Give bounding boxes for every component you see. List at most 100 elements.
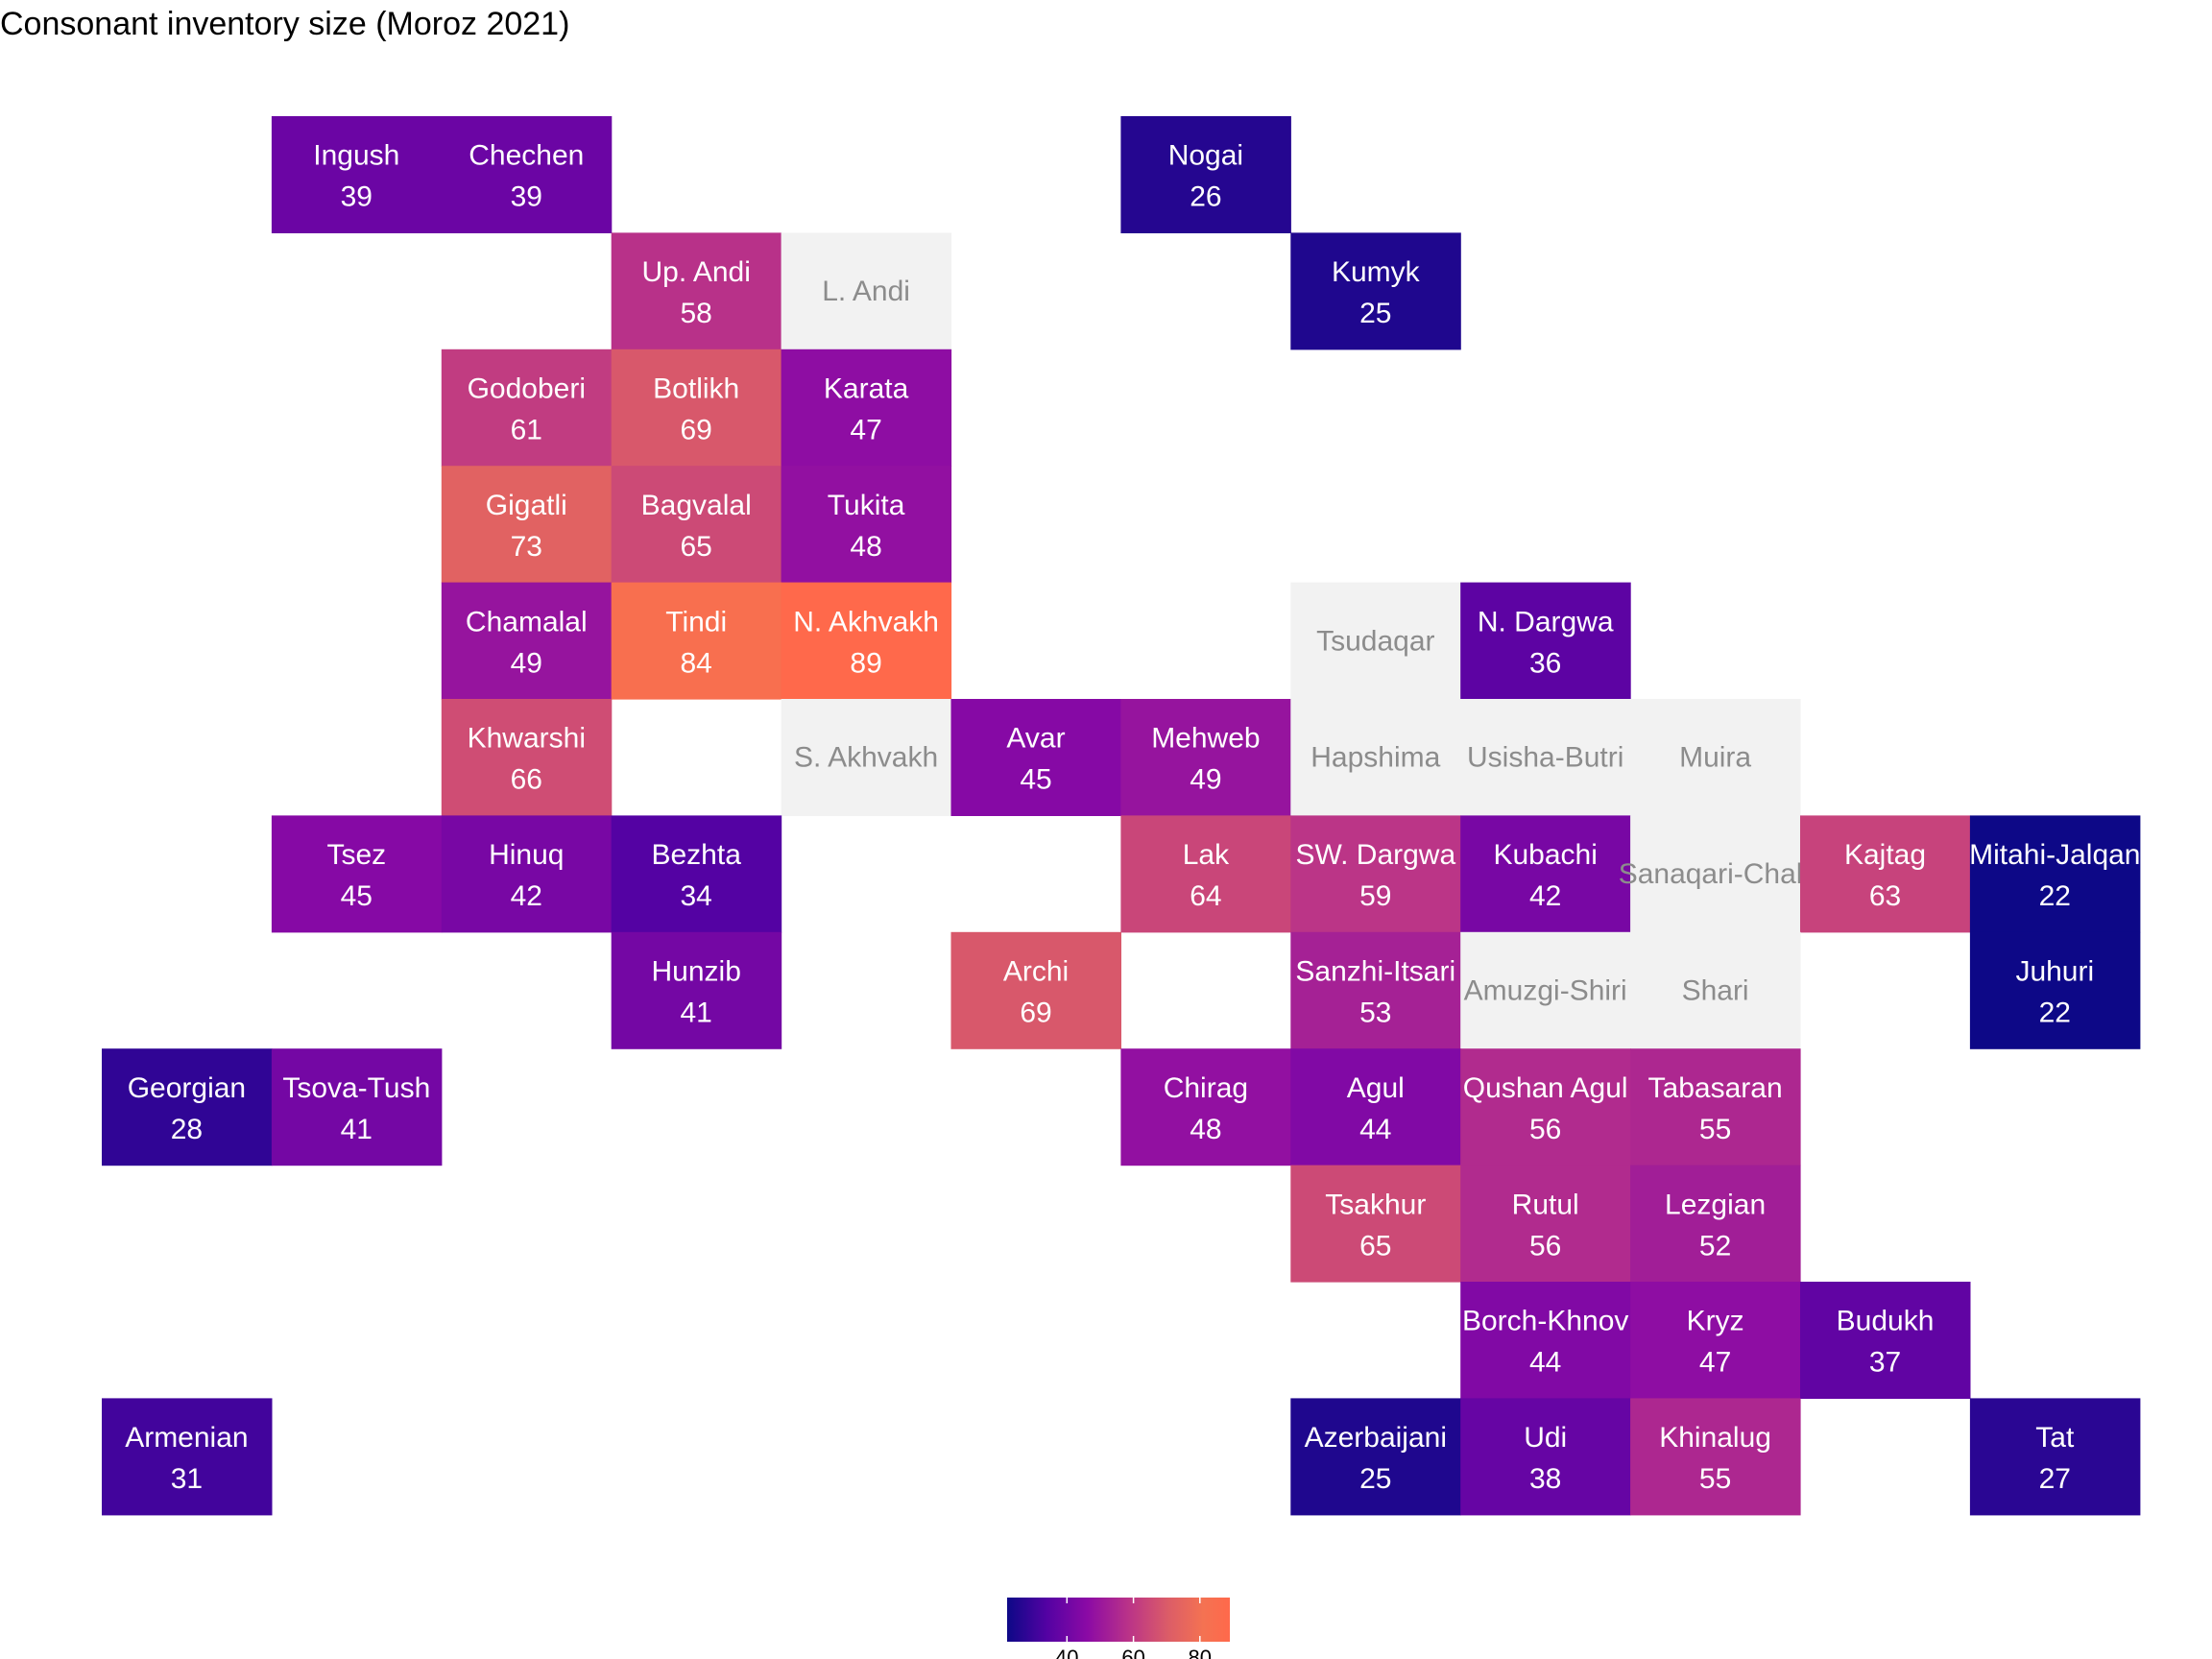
tile-value: 56 [1529,1230,1561,1262]
tile-name: Karata [824,373,909,405]
tile-value: 41 [341,1114,373,1145]
tile-chamalal: Chamalal 49 [441,582,613,700]
tile-kajtag: Kajtag 63 [1800,815,1971,933]
tile-tukita: Tukita 48 [781,466,952,584]
tile-value: 48 [1190,1114,1221,1145]
tile-s-akhvakh: S. Akhvakh [781,699,952,816]
tile-rect [1460,931,1631,1049]
tile-tsakhur: Tsakhur 65 [1290,1165,1461,1283]
tile-value: 44 [1529,1347,1561,1379]
tile-name: Kajtag [1844,839,1926,871]
tile-name: Udi [1524,1422,1567,1454]
tile-value: 69 [681,415,712,446]
tile-rect [950,699,1121,816]
tile-rect [1460,582,1631,700]
tile-value: 31 [171,1463,203,1495]
tile-value: 27 [2039,1463,2071,1495]
tile-rect [1290,232,1461,350]
tile-value: 39 [511,181,542,213]
tile-name: Godoberi [468,373,586,405]
tile-name: Borch-Khnov [1462,1306,1628,1337]
tile-rect [1460,1398,1631,1516]
tile-n-dargwa: N. Dargwa 36 [1460,582,1631,700]
tile-value: 38 [1529,1463,1561,1495]
tile-value: 25 [1359,298,1391,329]
tile-value: 25 [1359,1463,1391,1495]
tile-rect [1120,699,1291,816]
tile-name: L. Andi [822,276,910,307]
tile-name: Usisha-Butri [1467,742,1623,774]
tile-rect [950,931,1121,1049]
tile-bagvalal: Bagvalal 65 [611,466,782,584]
tile-value: 49 [1190,764,1221,796]
tile-usisha-butri: Usisha-Butri [1460,699,1631,816]
tile-name: N. Akhvakh [793,606,939,637]
tile-rect [1630,1398,1801,1516]
tile-rect [441,349,613,467]
legend-tick-label: 80 [1189,1646,1212,1659]
tile-rect [1290,815,1461,933]
tile-rutul: Rutul 56 [1460,1165,1631,1283]
tile-value: 44 [1359,1114,1391,1145]
tile-value: 28 [171,1114,203,1145]
tile-name: Tindi [665,606,727,637]
tile-value: 39 [341,181,373,213]
tile-khwarshi: Khwarshi 66 [441,699,613,816]
tile-value: 42 [1529,880,1561,912]
tile-avar: Avar 45 [950,699,1121,816]
tile-name: Juhuri [2015,956,2094,988]
tile-rect [1290,931,1461,1049]
tile-rect [441,582,613,700]
tile-name: Bagvalal [641,490,752,521]
tile-tat: Tat 27 [1969,1398,2141,1516]
tile-name: Hinuq [489,839,564,871]
tile-juhuri: Juhuri 22 [1969,931,2141,1049]
tile-kryz: Kryz 47 [1630,1282,1801,1399]
tile-name: Chirag [1164,1072,1248,1104]
tile-n-akhvakh: N. Akhvakh 89 [781,582,952,700]
tile-value: 66 [511,764,542,796]
tile-value: 55 [1699,1463,1731,1495]
tile-sw-dargwa: SW. Dargwa 59 [1290,815,1461,933]
tile-rect [102,1048,273,1166]
tile-rect [611,466,782,584]
tile-name: Mehweb [1151,723,1260,755]
tile-value: 45 [341,880,373,912]
tile-rect [611,349,782,467]
tile-rect [781,232,952,350]
tile-amuzgi-shiri: Amuzgi-Shiri [1460,931,1631,1049]
tile-name: Hapshima [1310,742,1440,774]
tile-value: 48 [850,531,881,563]
tile-name: Kumyk [1332,256,1421,288]
tile-value: 73 [511,531,542,563]
tile-name: Chamalal [466,606,588,637]
tile-chechen: Chechen 39 [441,116,613,233]
tile-rect [1800,815,1971,933]
tile-value: 22 [2039,998,2071,1029]
tile-budukh: Budukh 37 [1800,1282,1971,1399]
tile-name: Chechen [469,140,584,172]
tile-rect [1460,699,1631,816]
tile-value: 22 [2039,880,2071,912]
tile-value: 36 [1529,647,1561,679]
tile-rect [1969,931,2141,1049]
tile-azerbaijani: Azerbaijani 25 [1290,1398,1461,1516]
tile-value: 55 [1699,1114,1731,1145]
tile-name: N. Dargwa [1478,606,1614,637]
tile-tabasaran: Tabasaran 55 [1630,1048,1801,1166]
tile-chirag: Chirag 48 [1120,1048,1291,1166]
tile-name: Agul [1347,1072,1405,1104]
tile-name: Tsova-Tush [282,1072,430,1104]
tile-rect [441,116,613,233]
tile-rect [1290,582,1461,700]
tile-value: 37 [1869,1347,1901,1379]
tile-name: Rutul [1512,1189,1579,1220]
tile-rect [271,815,443,933]
tile-rect [1460,1048,1631,1166]
tile-sanaqari-chah: Sanaqari-Chah [1619,815,1812,933]
tile-rect [1120,815,1291,933]
tile-tsudaqar: Tsudaqar [1290,582,1461,700]
tile-value: 61 [511,415,542,446]
tile-rect [781,699,952,816]
